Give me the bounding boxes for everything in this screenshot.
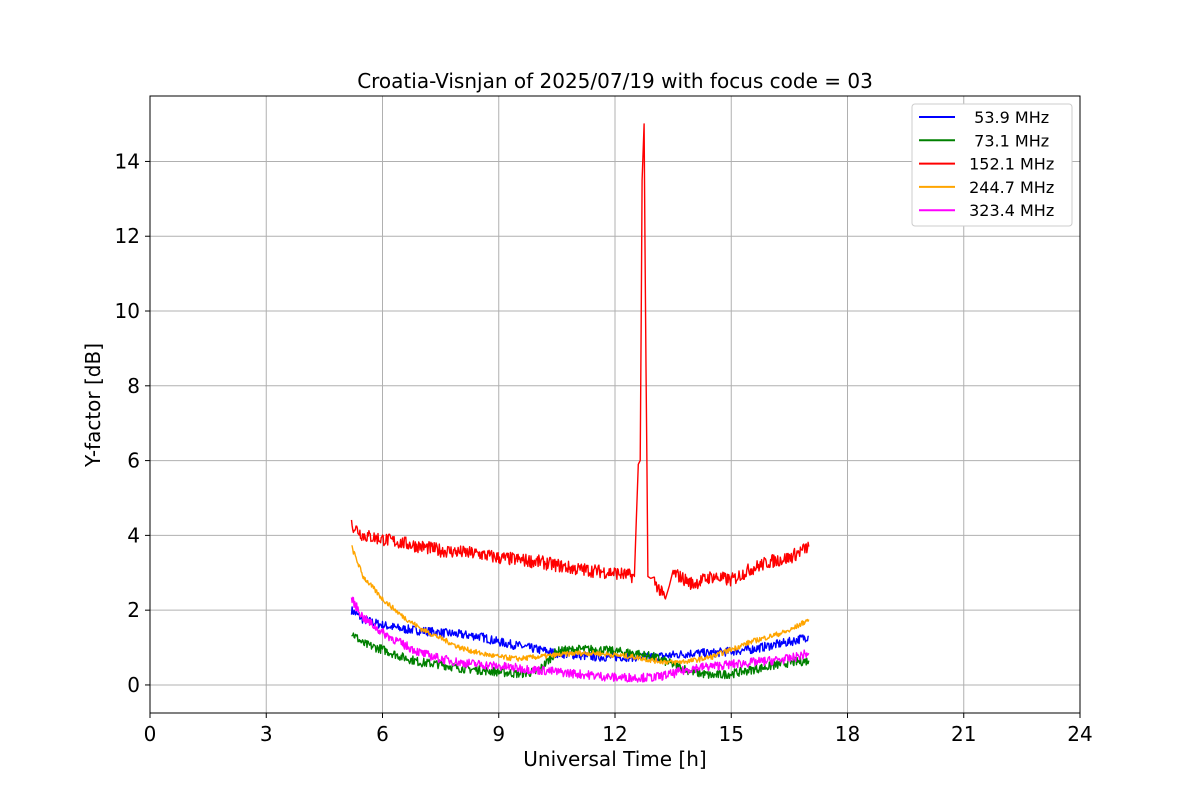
series-line <box>351 632 810 680</box>
series-layer <box>350 123 810 683</box>
legend-frame <box>911 103 1073 227</box>
chart-title: Croatia-Visnjan of 2025/07/19 with focus… <box>357 69 873 93</box>
x-tick-label: 18 <box>835 722 860 746</box>
legend-label: 53.9 MHz <box>964 108 1049 127</box>
x-axis: 0 3 6 9 12 15 18 21 24 <box>144 713 1093 746</box>
x-tick-label: 21 <box>951 722 976 746</box>
series-line <box>350 123 810 600</box>
series-line <box>350 596 810 683</box>
x-tick-label: 6 <box>376 722 389 746</box>
y-tick-label: 10 <box>115 299 140 323</box>
y-tick-label: 4 <box>127 523 140 547</box>
y-tick-label: 6 <box>127 449 140 473</box>
x-tick-label: 3 <box>260 722 273 746</box>
x-axis-title: Universal Time [h] <box>523 747 706 771</box>
y-tick-label: 12 <box>115 224 140 248</box>
legend-label: 152.1 MHz <box>964 155 1054 174</box>
x-tick-label: 12 <box>602 722 627 746</box>
legend-label: 323.4 MHz <box>964 201 1054 220</box>
series-line <box>351 545 810 666</box>
x-tick-label: 24 <box>1067 722 1092 746</box>
y-axis-title: Y-factor [dB] <box>81 343 105 468</box>
y-tick-label: 14 <box>115 149 140 173</box>
y-tick-label: 8 <box>127 374 140 398</box>
y-axis: 0 2 4 6 8 10 12 14 <box>115 149 150 697</box>
x-tick-label: 0 <box>144 722 157 746</box>
y-tick-label: 2 <box>127 598 140 622</box>
legend: 53.9 MHz 73.1 MHz 152.1 MHz 244.7 MHz 32… <box>911 103 1073 227</box>
x-tick-label: 15 <box>719 722 744 746</box>
x-tick-label: 9 <box>492 722 505 746</box>
y-tick-label: 0 <box>127 673 140 697</box>
legend-label: 244.7 MHz <box>964 178 1054 197</box>
legend-label: 73.1 MHz <box>964 131 1049 150</box>
